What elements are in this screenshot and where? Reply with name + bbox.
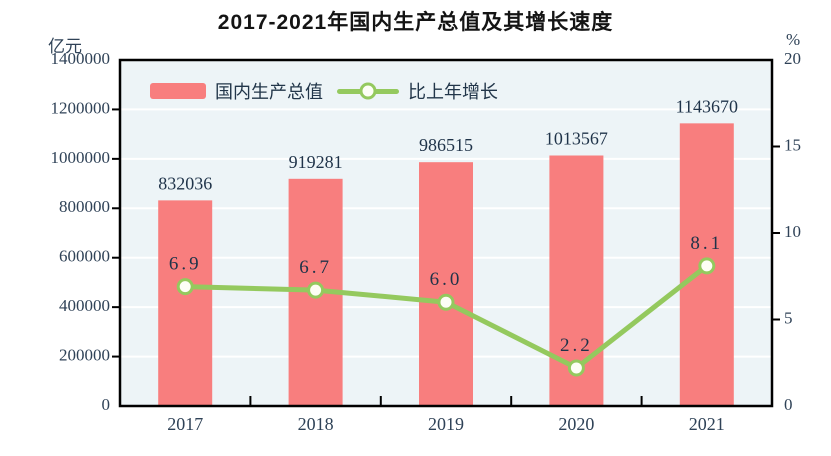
bar-value-label: 919281	[289, 152, 343, 172]
left-axis-tick-label: 0	[102, 395, 111, 414]
growth-marker	[176, 278, 194, 296]
left-axis-tick-label: 600000	[59, 247, 110, 266]
legend-item-gdp: 国内生产总值	[150, 78, 323, 104]
x-axis-tick-label: 2020	[558, 414, 594, 434]
chart-legend: 国内生产总值 比上年增长	[150, 78, 498, 104]
bar-value-label: 832036	[158, 173, 212, 193]
growth-value-label: 6.7	[299, 257, 332, 278]
left-axis-tick-label: 400000	[59, 296, 110, 315]
right-axis-tick-label: 5	[784, 308, 793, 327]
growth-marker-icon	[359, 82, 377, 100]
x-axis-tick-label: 2019	[428, 414, 464, 434]
growth-marker	[698, 257, 716, 275]
x-axis-tick-label: 2021	[689, 414, 725, 434]
left-axis-tick-label: 1400000	[51, 49, 111, 68]
right-axis-tick-label: 20	[784, 49, 801, 68]
growth-value-label: 8.1	[690, 233, 723, 254]
growth-marker	[307, 281, 325, 299]
bar-value-label: 1143670	[676, 96, 738, 116]
left-axis-tick-label: 1000000	[51, 148, 111, 167]
right-axis-tick-label: 0	[784, 395, 793, 414]
right-axis-tick-label: 10	[784, 222, 801, 241]
gdp-bar-swatch-icon	[150, 83, 206, 99]
growth-value-label: 2.2	[560, 335, 593, 356]
legend-label-growth: 比上年增长	[408, 82, 498, 102]
growth-marker	[567, 359, 585, 377]
left-axis-tick-label: 800000	[59, 197, 110, 216]
right-axis-tick-label: 15	[784, 135, 801, 154]
left-axis-tick-label: 200000	[59, 345, 110, 364]
growth-marker	[437, 293, 455, 311]
left-axis-tick-label: 1200000	[51, 98, 111, 117]
gdp-bar	[158, 200, 213, 406]
bar-value-label: 986515	[419, 135, 473, 155]
right-axis-unit-label: %	[786, 30, 801, 49]
chart-title: 2017-2021年国内生产总值及其增长速度	[217, 11, 614, 34]
growth-value-label: 6.9	[169, 254, 202, 275]
left-axis-unit-label: 亿元	[48, 37, 82, 56]
growth-value-label: 6.0	[430, 269, 463, 290]
x-axis-tick-label: 2017	[167, 414, 203, 434]
bar-value-label: 1013567	[545, 129, 608, 149]
legend-label-gdp: 国内生产总值	[215, 82, 323, 102]
growth-line-swatch-icon	[337, 82, 399, 100]
legend-item-growth: 比上年增长	[337, 78, 498, 104]
x-axis-tick-label: 2018	[298, 414, 334, 434]
gdp-bar	[419, 162, 473, 406]
